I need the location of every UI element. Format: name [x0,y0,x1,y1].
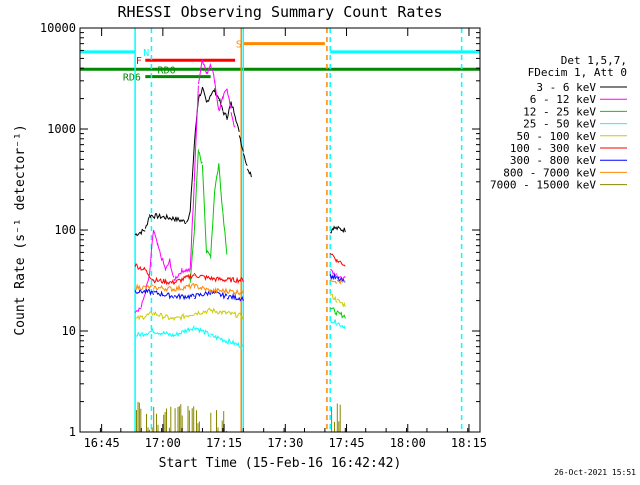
x-tick-label-6: 18:15 [451,436,487,450]
legend-label-7000-15000-kev: 7000 - 15000 keV [490,179,596,192]
series-line-300-800-kev [134,273,346,302]
legend-label-3-6-kev: 3 - 6 keV [536,81,596,94]
legend-label-300-800-kev: 300 - 800 keV [510,154,596,167]
series-line-12-25-kev [189,149,346,319]
series-line-7000-15000-kev [136,401,341,432]
flag-label-s: S [236,40,242,51]
flag-label-rd0: RD0 [158,65,176,76]
series-line-25-50-kev [134,318,346,350]
timestamp: 26-Oct-2021 15:51 [554,468,636,477]
y-tick-label-1: 10 [62,324,76,338]
legend-label-6-12-kev: 6 - 12 keV [530,93,597,106]
y-tick-label-3: 1000 [47,122,76,136]
legend-label-25-50-kev: 25 - 50 keV [523,118,596,131]
legend-label-100-300-kev: 100 - 300 keV [510,142,596,155]
x-tick-label-3: 17:30 [267,436,303,450]
chart-title: RHESSI Observing Summary Count Rates [117,3,442,21]
x-tick-label-2: 17:15 [206,436,242,450]
x-tick-label-0: 16:45 [84,436,120,450]
x-axis-label: Start Time (15-Feb-16 16:42:42) [159,456,402,471]
series-line-6-12-kev [134,59,346,313]
flag-label-rd6: RD6 [123,73,141,84]
legend-label-800-7000-kev: 800 - 7000 keV [503,166,596,179]
y-axis-label: Count Rate (s⁻¹ detector⁻¹) [13,124,28,335]
vertical-markers [134,28,463,432]
x-tick-label-4: 17:45 [328,436,364,450]
y-tick-label-2: 100 [54,223,76,237]
x-tick-label-5: 18:00 [390,436,426,450]
series-lines [134,59,346,432]
series-line-100-300-kev [134,252,346,286]
legend-label-50-100-kev: 50 - 100 keV [517,130,597,143]
series-line-50-100-kev [134,293,346,322]
series-line-800-7000-kev [135,278,346,296]
y-ticks: 1 10 100 1000 10000 [40,21,480,439]
y-tick-label-0: 1 [69,425,76,439]
flag-label-f: F [136,56,142,67]
y-tick-label-4: 10000 [40,21,76,35]
x-tick-label-1: 17:00 [145,436,181,450]
legend-header-1: FDecim 1, Att 0 [528,66,627,79]
legend-label-12-25-kev: 12 - 25 keV [523,105,596,118]
flag-label-n: N [143,48,149,59]
legend-header-0: Det 1,5,7, [561,54,627,67]
x-ticks: 16:45 17:00 17:15 17:30 17:45 18:00 18:15 [79,28,487,450]
